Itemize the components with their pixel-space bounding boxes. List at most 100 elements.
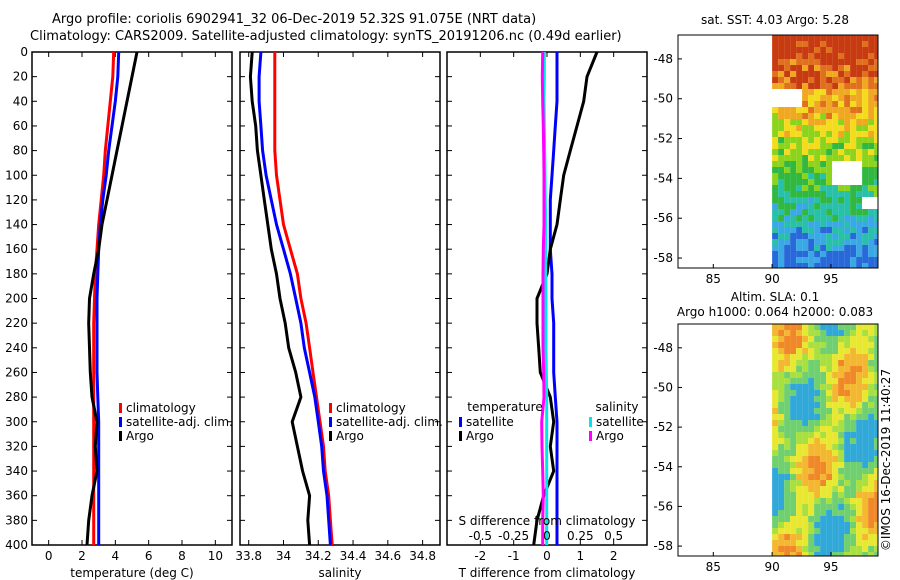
map-cell	[868, 480, 875, 486]
map-cell	[808, 233, 815, 239]
map-cell	[850, 360, 857, 366]
map-cell	[796, 528, 803, 534]
map-x-tick-label: 95	[823, 560, 838, 574]
map-cell	[832, 71, 839, 77]
map-cell	[790, 402, 797, 408]
map-cell	[838, 47, 845, 53]
map-cell	[862, 528, 869, 534]
map-cell	[790, 330, 797, 336]
map-cell	[874, 197, 878, 203]
map-cell	[850, 330, 857, 336]
map-cell	[772, 510, 779, 516]
map-cell	[838, 113, 845, 119]
map-cell	[862, 456, 869, 462]
map-cell	[802, 65, 809, 71]
map-cell	[772, 516, 779, 522]
map-cell	[826, 143, 833, 149]
map-cell	[796, 360, 803, 366]
map-cell	[844, 492, 851, 498]
map-cell	[796, 155, 803, 161]
map-cell	[790, 540, 797, 546]
map-cell	[778, 167, 785, 173]
map-cell	[862, 119, 869, 125]
map-cell	[868, 360, 875, 366]
map-cell	[844, 77, 851, 83]
top-x-tick-label: 0.5	[604, 529, 623, 543]
map-cell	[868, 95, 875, 101]
map-cell	[856, 239, 863, 245]
map-cell	[850, 438, 857, 444]
map-cell	[856, 474, 863, 480]
map-cell	[778, 462, 785, 468]
map-cell	[862, 444, 869, 450]
map-cell	[784, 197, 791, 203]
map-cell	[844, 480, 851, 486]
map-cell	[862, 95, 869, 101]
map-cell	[856, 215, 863, 221]
map-cell	[838, 161, 845, 167]
map-cell	[796, 480, 803, 486]
map-cell	[784, 480, 791, 486]
map-cell	[796, 342, 803, 348]
map-cell	[778, 131, 785, 137]
map-cell	[814, 251, 821, 257]
sst-map-title: sat. SST: 4.03 Argo: 5.28	[701, 13, 849, 27]
map-cell	[820, 53, 827, 59]
map-cell	[844, 360, 851, 366]
map-cell	[850, 131, 857, 137]
map-cell	[826, 53, 833, 59]
map-cell	[778, 221, 785, 227]
map-cell	[832, 348, 839, 354]
map-cell	[772, 191, 779, 197]
map-cell	[826, 233, 833, 239]
map-cell	[838, 155, 845, 161]
map-cell	[772, 480, 779, 486]
map-cell	[784, 432, 791, 438]
map-cell	[772, 149, 779, 155]
map-cell	[874, 450, 878, 456]
depth-tick-label: 280	[5, 390, 28, 404]
map-cell	[796, 233, 803, 239]
map-cell	[832, 77, 839, 83]
map-cell	[796, 101, 803, 107]
map-cell	[802, 149, 809, 155]
map-cell	[826, 468, 833, 474]
map-cell	[850, 414, 857, 420]
series-line-argo	[85, 51, 139, 546]
map-cell	[826, 101, 833, 107]
map-cell	[874, 179, 878, 185]
map-cell	[838, 101, 845, 107]
map-cell	[820, 161, 827, 167]
map-cell	[796, 522, 803, 528]
map-cell	[874, 390, 878, 396]
map-cell	[790, 552, 797, 556]
map-cell	[844, 528, 851, 534]
legend-swatch	[119, 431, 122, 441]
map-cell	[874, 396, 878, 402]
map-cell	[778, 498, 785, 504]
map-cell	[874, 257, 878, 263]
map-cell	[826, 390, 833, 396]
map-cell	[808, 245, 815, 251]
map-cell	[814, 173, 821, 179]
series-line-t-argo	[532, 51, 599, 546]
map-cell	[796, 131, 803, 137]
map-cell	[790, 197, 797, 203]
map-cell	[820, 95, 827, 101]
map-cell	[856, 161, 863, 167]
map-cell	[874, 221, 878, 227]
map-cell	[784, 498, 791, 504]
map-cell	[802, 456, 809, 462]
map-cell	[856, 53, 863, 59]
map-cell	[790, 492, 797, 498]
map-cell	[784, 420, 791, 426]
map-cell	[874, 167, 878, 173]
depth-tick-label: 160	[5, 242, 28, 256]
map-cell	[850, 185, 857, 191]
map-cell	[808, 426, 815, 432]
map-cell	[820, 263, 827, 268]
map-cell	[862, 396, 869, 402]
map-cell	[802, 492, 809, 498]
map-cell	[874, 330, 878, 336]
map-cell	[826, 540, 833, 546]
